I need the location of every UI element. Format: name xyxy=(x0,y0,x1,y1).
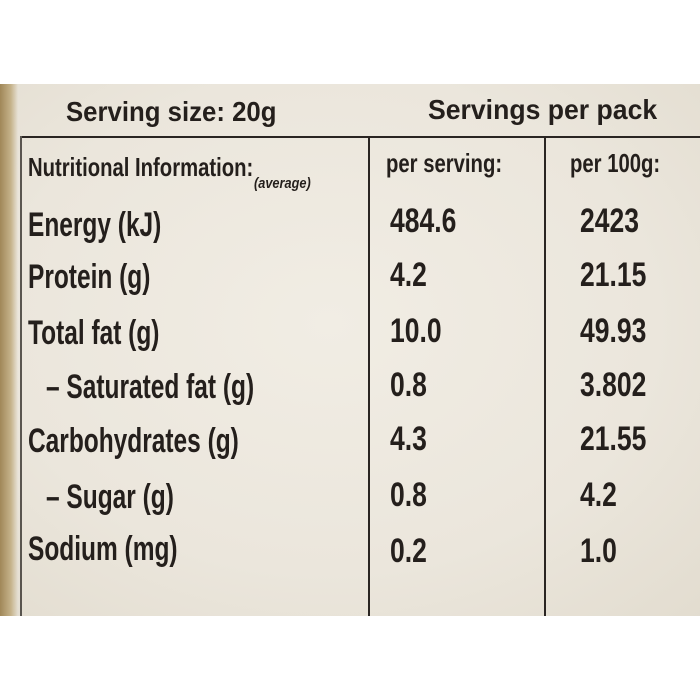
per-serving-value: 0.8 xyxy=(390,366,427,404)
per-serving-value: 0.2 xyxy=(390,532,427,570)
nutritional-information-heading: Nutritional Information: xyxy=(28,152,254,182)
per-100g-heading: per 100g: xyxy=(570,148,661,178)
per-100g-value: 21.55 xyxy=(580,420,647,458)
per-serving-value: 0.8 xyxy=(390,476,427,514)
column-divider-1 xyxy=(368,136,370,616)
per-serving-value: 4.2 xyxy=(390,256,427,294)
nutrition-label-photo: Serving size: 20g Servings per pack Nutr… xyxy=(0,84,700,616)
per-serving-value: 10.0 xyxy=(390,312,442,350)
average-note: (average) xyxy=(254,175,311,192)
packaging-edge xyxy=(0,84,18,616)
row-label: Carbohydrates (g) xyxy=(28,422,239,460)
per-100g-value: 2423 xyxy=(580,202,639,240)
servings-per-pack: Servings per pack xyxy=(428,94,658,125)
per-100g-value: 21.15 xyxy=(580,256,647,294)
per-100g-value: 1.0 xyxy=(580,532,617,570)
row-label: – Saturated fat (g) xyxy=(46,368,255,406)
per-serving-value: 484.6 xyxy=(390,202,457,240)
per-serving-value: 4.3 xyxy=(390,420,427,458)
row-label: Total fat (g) xyxy=(28,314,160,352)
per-100g-value: 4.2 xyxy=(580,476,617,514)
per-serving-heading: per serving: xyxy=(386,148,503,178)
header-divider xyxy=(22,136,700,138)
per-100g-value: 3.802 xyxy=(580,366,647,404)
nutrition-label: Serving size: 20g Servings per pack Nutr… xyxy=(14,84,700,616)
per-100g-value: 49.93 xyxy=(580,312,647,350)
left-border xyxy=(20,136,22,616)
column-divider-2 xyxy=(544,136,546,616)
row-label: Energy (kJ) xyxy=(28,206,162,244)
row-label: Protein (g) xyxy=(28,258,151,296)
row-label: – Sugar (g) xyxy=(46,478,174,516)
row-label: Sodium (mg) xyxy=(28,530,178,568)
serving-size: Serving size: 20g xyxy=(66,96,277,127)
